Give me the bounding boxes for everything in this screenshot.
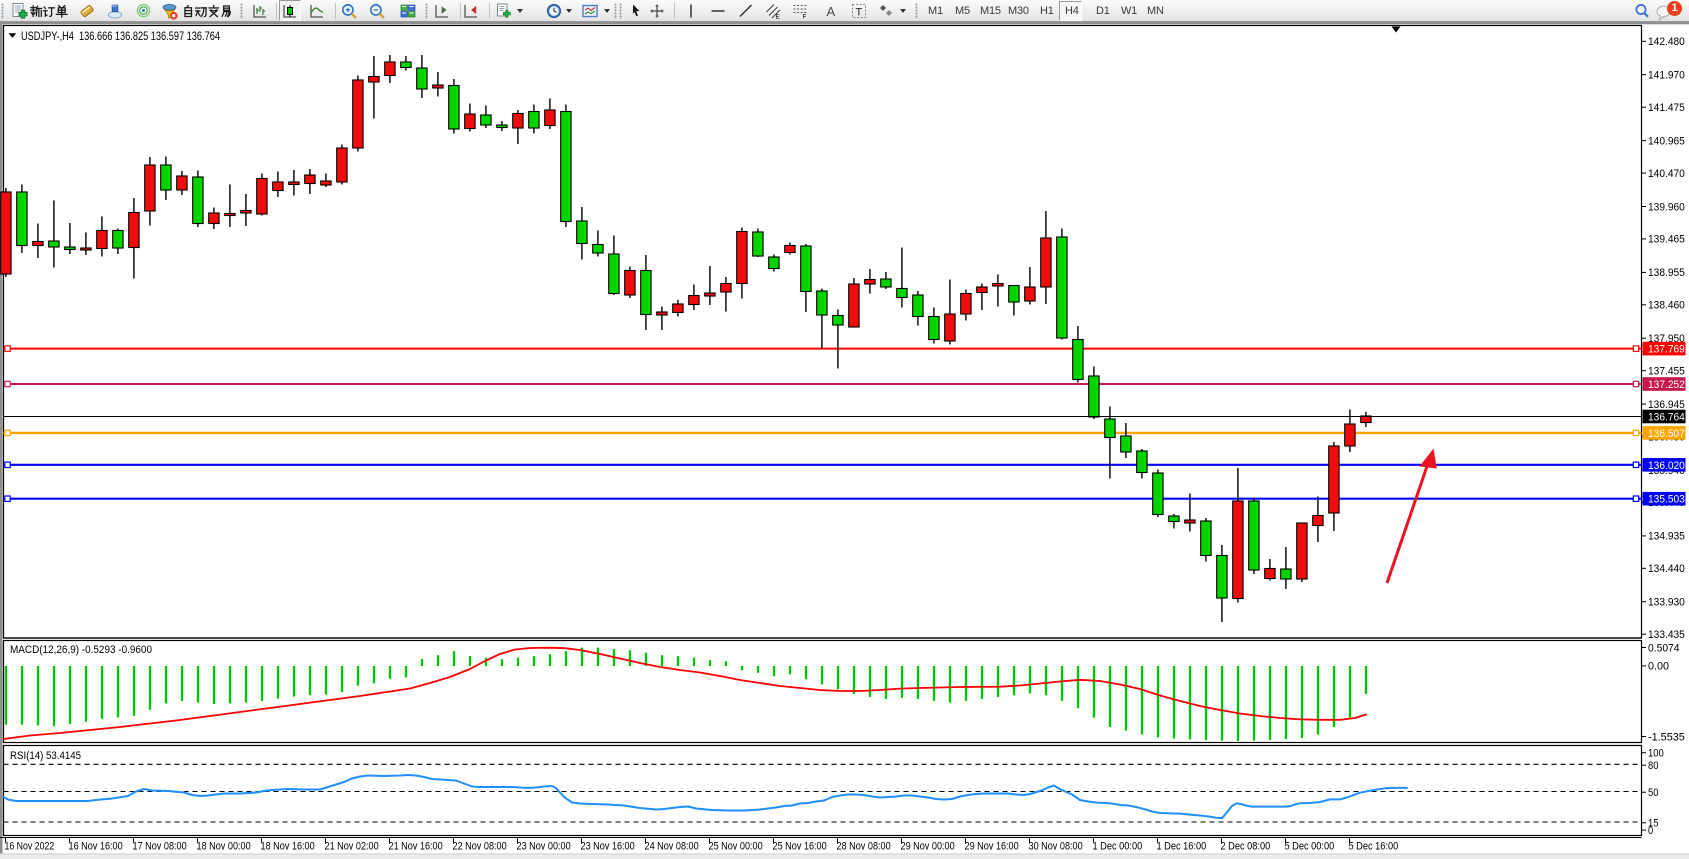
- svg-text:80: 80: [1648, 760, 1659, 772]
- svg-text:134.440: 134.440: [1648, 563, 1685, 575]
- svg-text:136.945: 136.945: [1648, 399, 1685, 411]
- svg-text:29 Nov 16:00: 29 Nov 16:00: [965, 841, 1019, 853]
- svg-text:0.5074: 0.5074: [1648, 642, 1680, 654]
- svg-text:21 Nov 16:00: 21 Nov 16:00: [389, 841, 443, 853]
- svg-text:100: 100: [1648, 748, 1664, 760]
- svg-text:USDJPY-,H4 136.666 136.825 13: USDJPY-,H4 136.666 136.825 136.597 136.7…: [21, 30, 220, 43]
- svg-text:23 Nov 16:00: 23 Nov 16:00: [581, 841, 635, 853]
- svg-text:29 Nov 00:00: 29 Nov 00:00: [901, 841, 955, 853]
- svg-text:5 Dec 16:00: 5 Dec 16:00: [1349, 841, 1399, 853]
- svg-text:24 Nov 08:00: 24 Nov 08:00: [645, 841, 699, 853]
- svg-text:25 Nov 16:00: 25 Nov 16:00: [773, 841, 827, 853]
- svg-text:133.930: 133.930: [1648, 597, 1685, 609]
- svg-text:21 Nov 02:00: 21 Nov 02:00: [325, 841, 379, 853]
- svg-text:137.455: 137.455: [1648, 366, 1685, 378]
- svg-text:22 Nov 08:00: 22 Nov 08:00: [453, 841, 507, 853]
- svg-text:28 Nov 08:00: 28 Nov 08:00: [837, 841, 891, 853]
- svg-text:141.475: 141.475: [1648, 102, 1685, 114]
- svg-text:139.960: 139.960: [1648, 201, 1685, 213]
- svg-text:136.507: 136.507: [1648, 428, 1685, 440]
- svg-text:T: T: [856, 7, 863, 19]
- svg-text:137.769: 137.769: [1648, 344, 1685, 356]
- svg-text:138.460: 138.460: [1648, 300, 1685, 312]
- svg-text:141.970: 141.970: [1648, 70, 1685, 82]
- svg-text:137.252: 137.252: [1648, 379, 1685, 391]
- svg-text:16 Nov 16:00: 16 Nov 16:00: [69, 841, 123, 853]
- svg-text:5 Dec 00:00: 5 Dec 00:00: [1285, 841, 1335, 853]
- svg-text:138.955: 138.955: [1648, 267, 1685, 279]
- svg-text:MACD(12,26,9) -0.5293 -0.9600: MACD(12,26,9) -0.5293 -0.9600: [10, 644, 152, 656]
- svg-text:23 Nov 00:00: 23 Nov 00:00: [517, 841, 571, 853]
- svg-text:A: A: [827, 4, 836, 19]
- svg-text:E: E: [776, 14, 781, 20]
- svg-text:140.965: 140.965: [1648, 135, 1685, 147]
- svg-text:134.935: 134.935: [1648, 531, 1685, 543]
- svg-text:2 Dec 08:00: 2 Dec 08:00: [1221, 841, 1271, 853]
- svg-text:15: 15: [1648, 818, 1659, 830]
- svg-text:18 Nov 00:00: 18 Nov 00:00: [197, 841, 251, 853]
- svg-text:-1.5535: -1.5535: [1648, 731, 1685, 743]
- svg-text:135.503: 135.503: [1648, 494, 1685, 506]
- svg-text:RSI(14) 53.4145: RSI(14) 53.4145: [10, 750, 81, 762]
- svg-text:30 Nov 08:00: 30 Nov 08:00: [1029, 841, 1083, 853]
- svg-text:16 Nov 2022: 16 Nov 2022: [5, 841, 55, 853]
- svg-text:18 Nov 16:00: 18 Nov 16:00: [261, 841, 315, 853]
- svg-text:1 Dec 16:00: 1 Dec 16:00: [1157, 841, 1207, 853]
- svg-text:0: 0: [1648, 825, 1653, 837]
- svg-text:25 Nov 00:00: 25 Nov 00:00: [709, 841, 763, 853]
- svg-text:136.764: 136.764: [1648, 412, 1685, 424]
- svg-text:139.465: 139.465: [1648, 234, 1685, 246]
- svg-text:50: 50: [1648, 787, 1659, 799]
- svg-text:133.435: 133.435: [1648, 629, 1685, 641]
- svg-text:0.00: 0.00: [1648, 661, 1669, 673]
- svg-text:F: F: [803, 14, 807, 20]
- svg-text:136.020: 136.020: [1648, 460, 1685, 472]
- svg-text:1 Dec 00:00: 1 Dec 00:00: [1093, 841, 1143, 853]
- svg-text:140.470: 140.470: [1648, 168, 1685, 180]
- svg-text:142.480: 142.480: [1648, 36, 1685, 48]
- svg-text:17 Nov 08:00: 17 Nov 08:00: [133, 841, 187, 853]
